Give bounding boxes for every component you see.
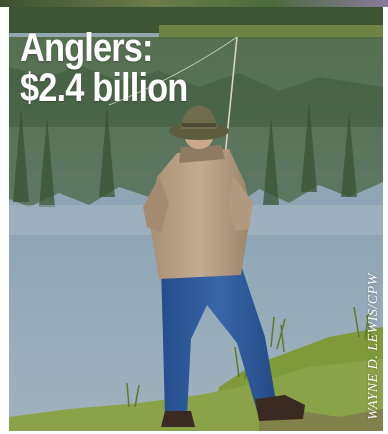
headline: Anglers: $2.4 billion <box>20 26 188 110</box>
fisherman-figure <box>143 105 305 427</box>
fishing-rod-icon <box>224 36 238 158</box>
top-photo-strip <box>0 0 388 7</box>
headline-line1: Anglers: <box>20 26 154 70</box>
angler-photo <box>9 7 383 431</box>
photo-frame: Anglers: $2.4 billion <box>9 7 383 431</box>
photo-credit: WAYNE D. LEWIS/CPW <box>366 273 381 420</box>
headline-line2: $2.4 billion <box>20 66 188 110</box>
